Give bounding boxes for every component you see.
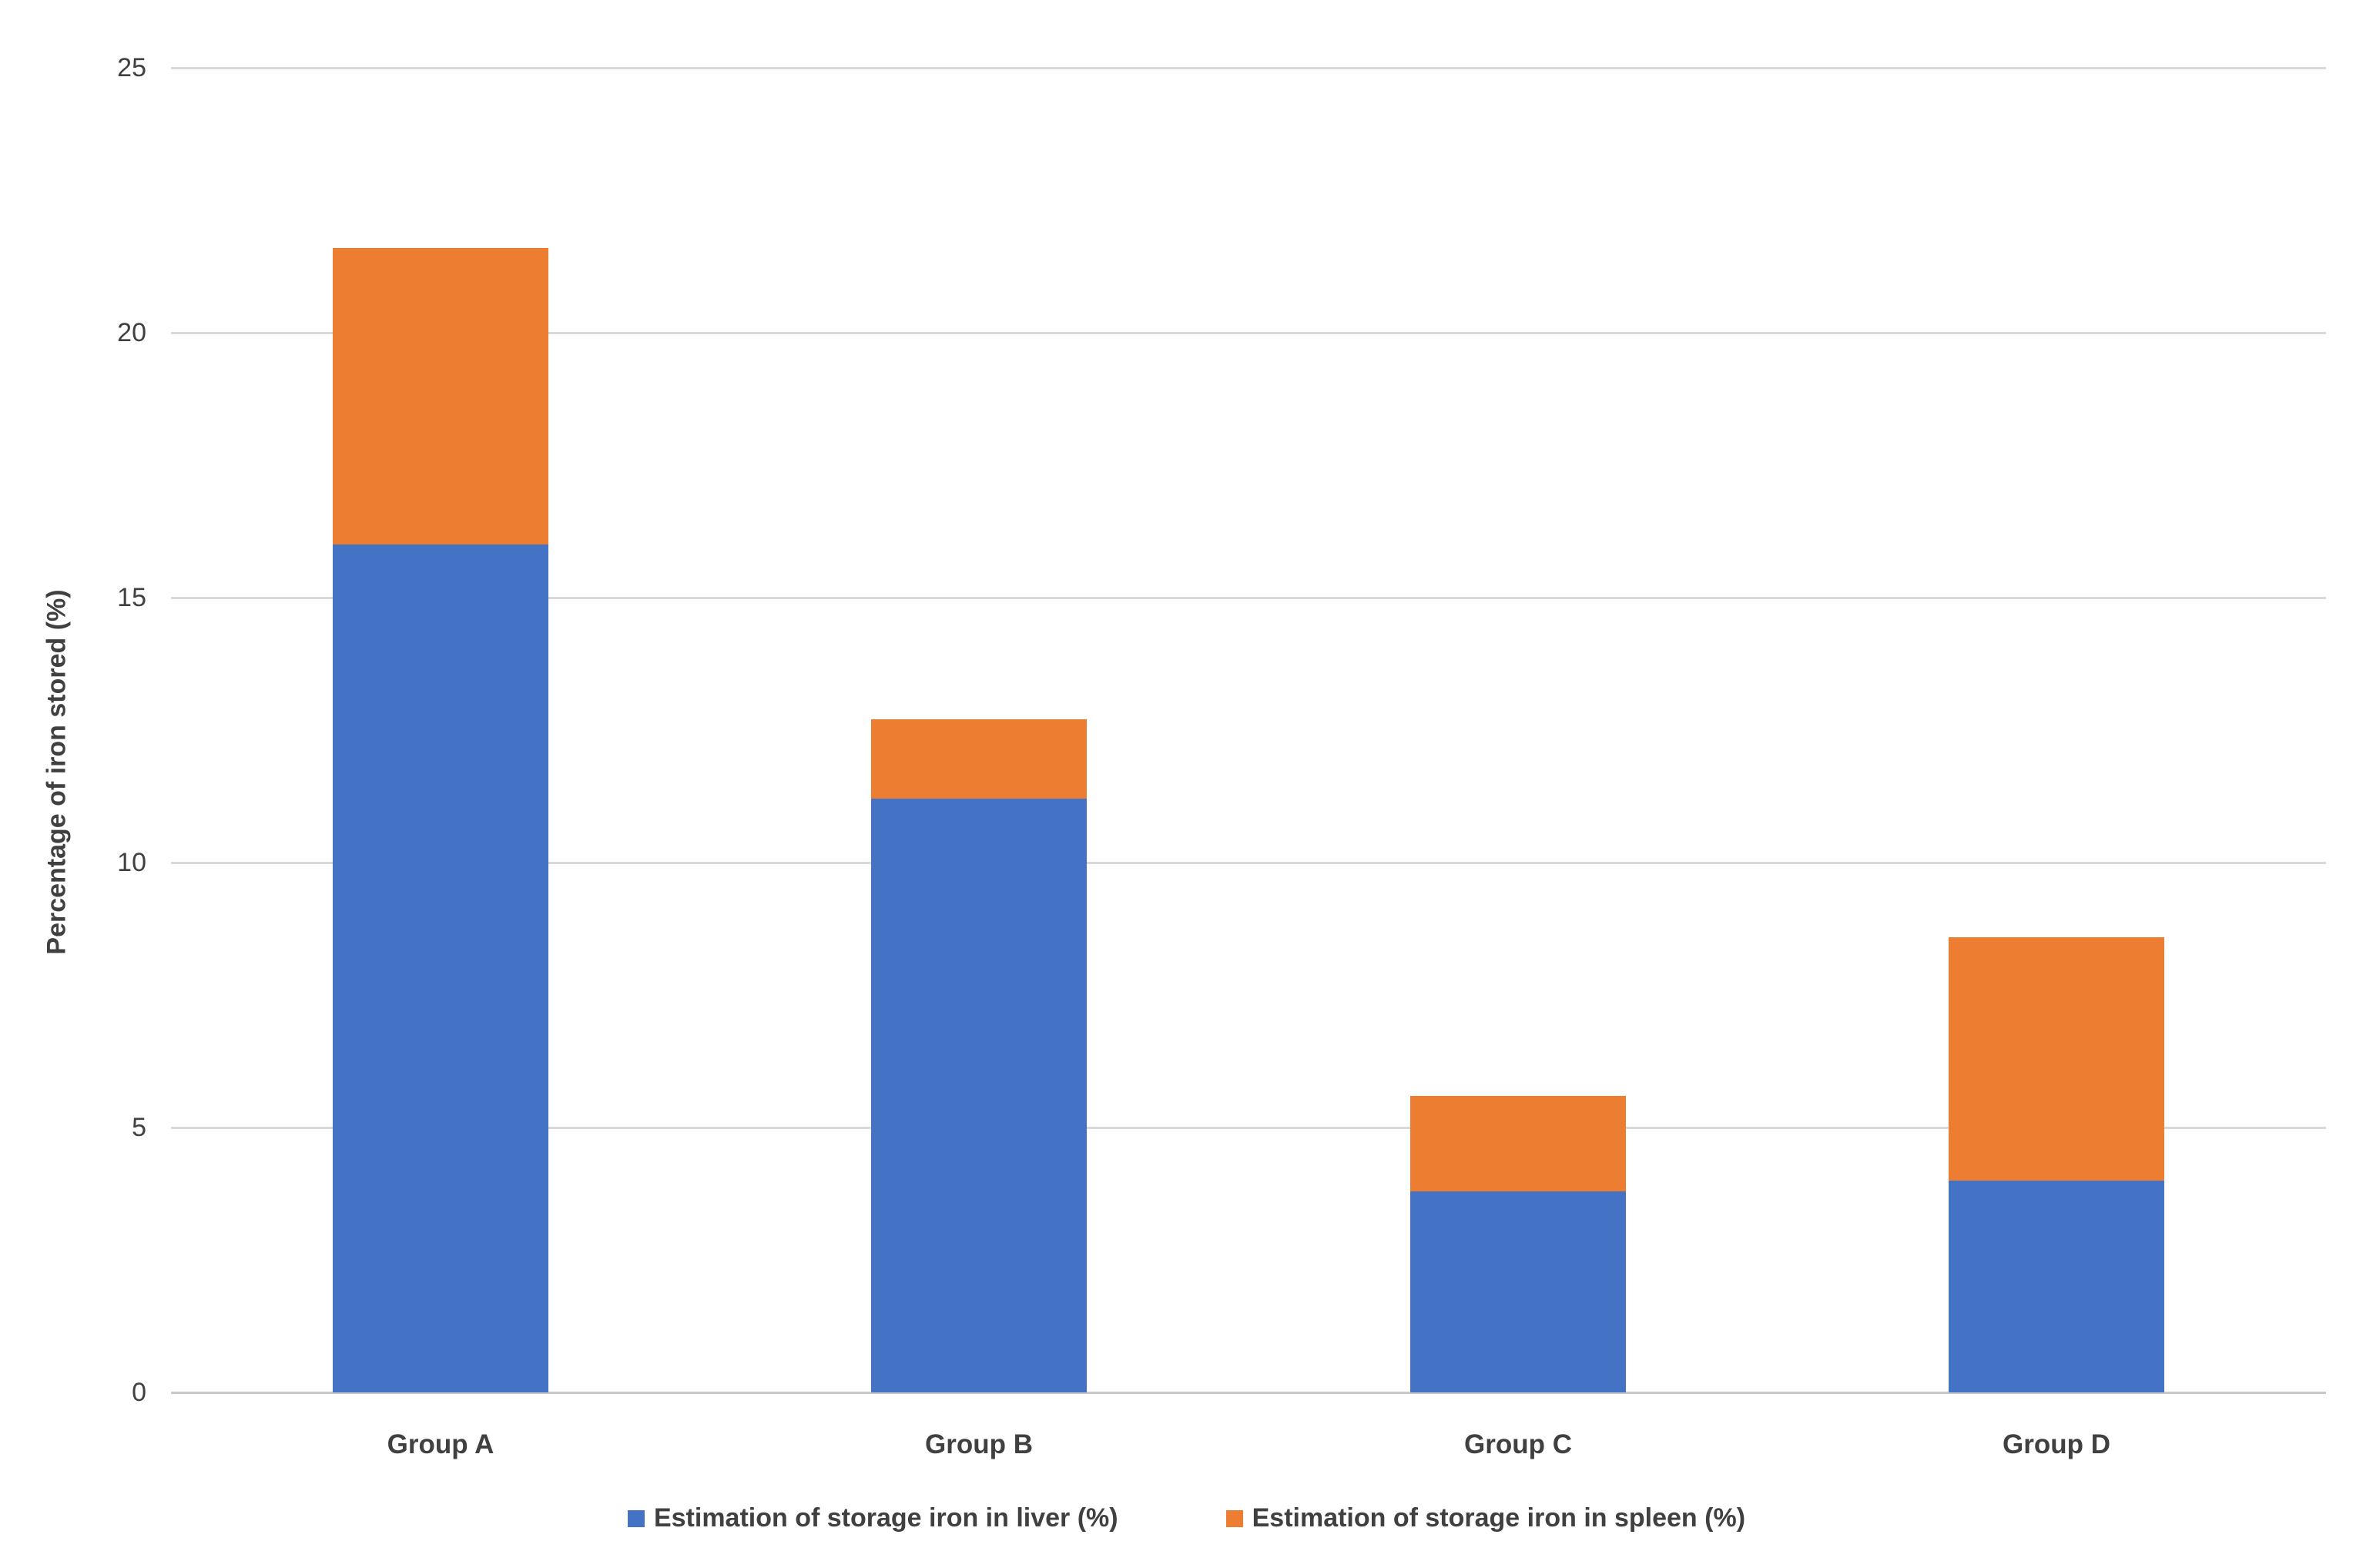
x-axis-baseline: [171, 1392, 2326, 1394]
x-category-label: Group C: [1464, 1429, 1572, 1459]
y-tick-label: 5: [132, 1113, 146, 1142]
bar-group-b-segment-liver: [871, 799, 1087, 1392]
bar-group-c-segment-liver: [1410, 1191, 1626, 1392]
y-tick-label: 15: [117, 583, 146, 612]
gridline: [171, 67, 2326, 69]
bar-group-b-segment-spleen: [871, 719, 1087, 799]
gridline: [171, 1127, 2326, 1129]
bar-group-d-segment-liver: [1949, 1181, 2164, 1392]
y-axis-title: Percentage of iron stored (%): [42, 589, 72, 955]
gridline: [171, 332, 2326, 334]
legend-item-liver: Estimation of storage iron in liver (%): [627, 1503, 1118, 1533]
bar-group-a-segment-spleen: [333, 248, 548, 544]
gridline: [171, 862, 2326, 864]
bar-group-c-segment-spleen: [1410, 1096, 1626, 1191]
bar-group-a-segment-liver: [333, 544, 548, 1392]
bar-group-d-segment-spleen: [1949, 937, 2164, 1181]
legend-label: Estimation of storage iron in spleen (%): [1252, 1503, 1746, 1533]
legend-swatch-spleen: [1225, 1509, 1243, 1527]
y-tick-label: 25: [117, 53, 146, 82]
x-category-label: Group D: [2003, 1429, 2110, 1459]
x-category-label: Group B: [925, 1429, 1033, 1459]
x-category-label: Group A: [387, 1429, 494, 1459]
y-tick-label: 10: [117, 848, 146, 877]
legend: Estimation of storage iron in liver (%) E…: [0, 1503, 2373, 1533]
legend-label: Estimation of storage iron in liver (%): [653, 1503, 1118, 1533]
y-tick-label: 0: [132, 1378, 146, 1407]
legend-item-spleen: Estimation of storage iron in spleen (%): [1225, 1503, 1746, 1533]
gridline: [171, 597, 2326, 599]
y-tick-label: 20: [117, 318, 146, 347]
legend-swatch-liver: [627, 1509, 645, 1527]
